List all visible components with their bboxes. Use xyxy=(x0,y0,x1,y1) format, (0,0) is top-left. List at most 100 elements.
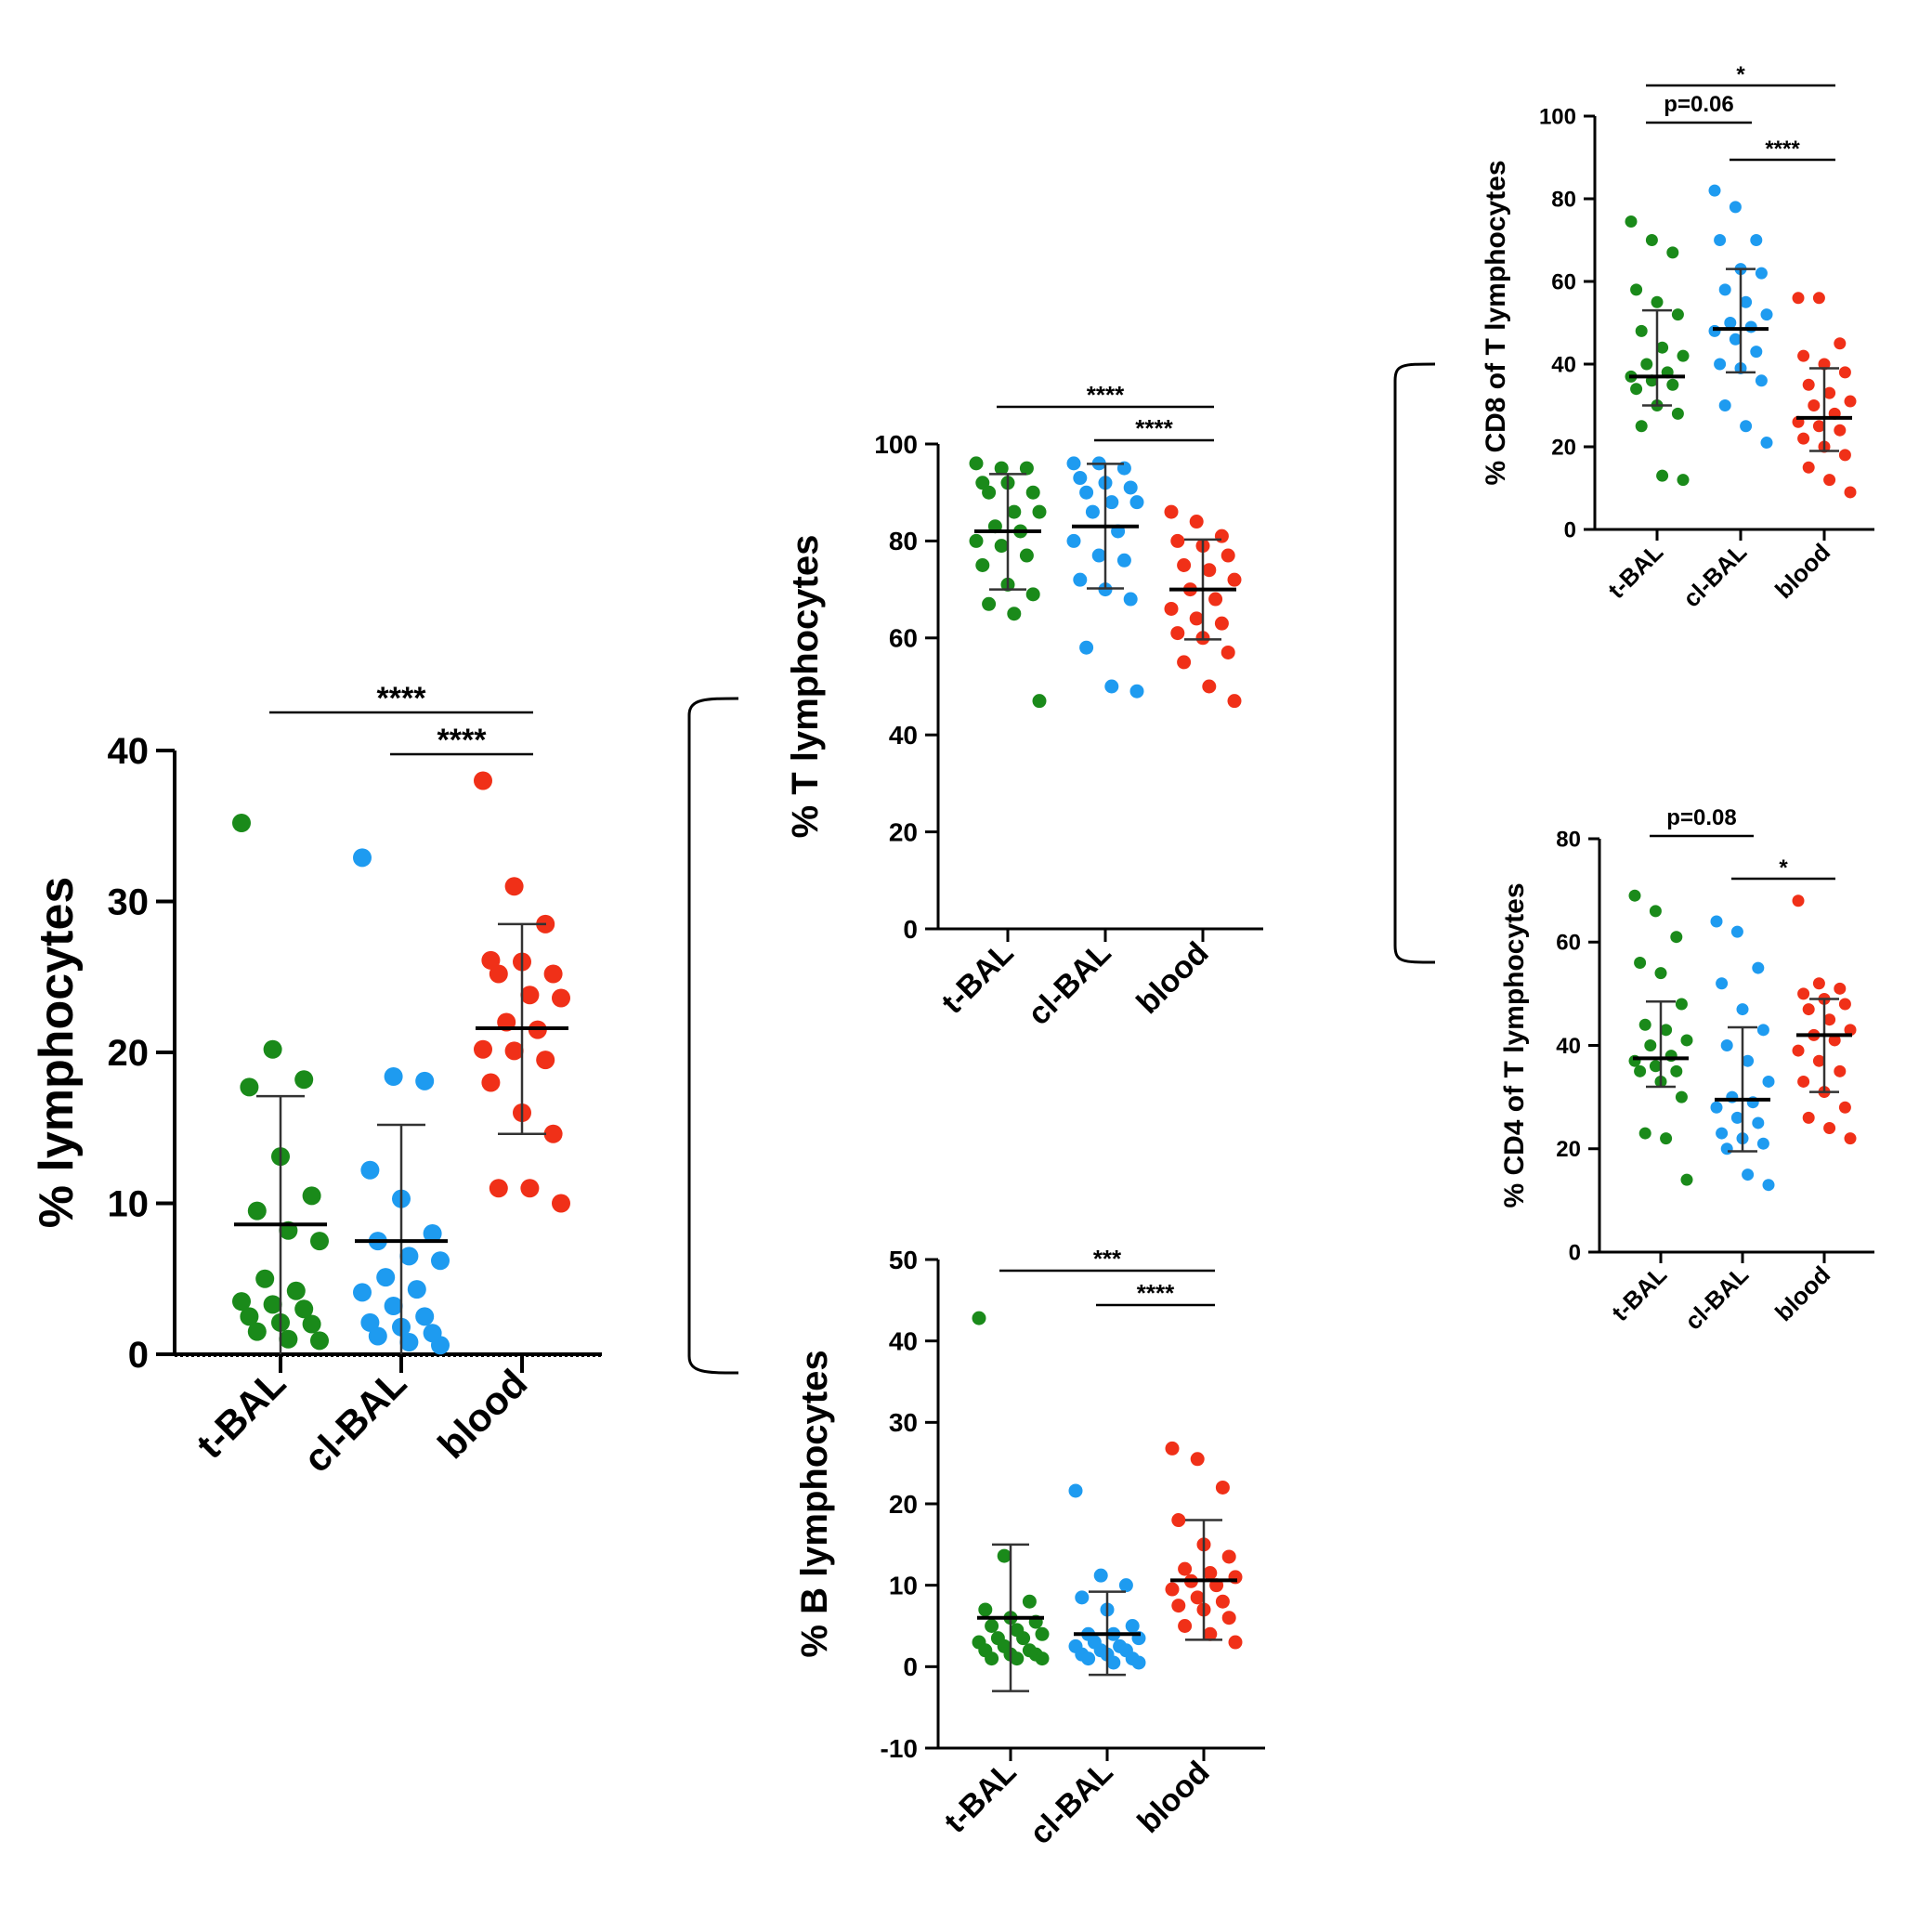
data-point xyxy=(1844,1132,1857,1145)
data-point xyxy=(1007,504,1022,519)
significance-label: **** xyxy=(1087,381,1125,409)
data-point xyxy=(520,986,540,1005)
data-point xyxy=(1823,474,1836,487)
data-point xyxy=(1752,1116,1765,1129)
data-point xyxy=(985,1651,999,1666)
data-point xyxy=(1660,1024,1673,1037)
data-point xyxy=(1170,533,1185,548)
data-point xyxy=(1007,607,1022,621)
data-point xyxy=(1022,1594,1037,1609)
bracket-lymphocytes-to-subsets xyxy=(687,697,739,1375)
y-tick-label: 20 xyxy=(1556,1137,1581,1162)
category-label: blood xyxy=(1130,1755,1216,1840)
data-point xyxy=(1221,645,1235,659)
data-point xyxy=(1718,399,1731,411)
data-point xyxy=(1666,378,1679,391)
data-point xyxy=(294,1070,314,1090)
data-point xyxy=(1755,374,1768,387)
data-point xyxy=(543,1124,563,1143)
data-point xyxy=(1762,1179,1775,1192)
data-point xyxy=(1129,684,1144,698)
category-label: cl-BAL xyxy=(1023,1755,1119,1851)
bracket-t-lymphocytes-to-cd-subsets xyxy=(1393,362,1436,964)
y-tick-label: 40 xyxy=(889,721,918,750)
data-point xyxy=(1644,1039,1657,1051)
y-tick-label: 0 xyxy=(903,915,918,944)
data-point xyxy=(1640,358,1653,371)
data-point xyxy=(1756,1024,1769,1037)
data-point xyxy=(1032,694,1047,709)
data-point xyxy=(1106,1655,1121,1670)
data-point xyxy=(1129,495,1144,510)
data-point xyxy=(1189,515,1204,529)
data-point xyxy=(1203,1626,1218,1641)
data-point xyxy=(1164,601,1179,616)
data-point xyxy=(353,1283,372,1302)
y-tick-label: 0 xyxy=(903,1652,918,1681)
data-point xyxy=(1010,1651,1025,1666)
y-tick-label: 100 xyxy=(874,430,918,459)
chart-lymph: 0 10 20 30 40 % lymphocytes t-BAL cl-BAL blood **… xyxy=(30,681,602,1481)
y-tick-label: 0 xyxy=(1569,1240,1581,1265)
data-point xyxy=(1125,1619,1140,1633)
significance-label: **** xyxy=(437,723,488,758)
data-point xyxy=(294,1299,314,1319)
significance-label: *** xyxy=(1093,1245,1122,1273)
data-point xyxy=(240,1077,259,1097)
data-point xyxy=(1649,905,1662,918)
data-point xyxy=(1671,407,1684,420)
data-point xyxy=(520,1179,540,1198)
data-point xyxy=(1227,694,1242,709)
data-point xyxy=(1714,358,1727,371)
y-tick-label: 20 xyxy=(889,817,918,846)
data-point xyxy=(481,950,501,970)
category-label: blood xyxy=(1129,935,1215,1021)
data-point xyxy=(1116,553,1131,568)
data-point xyxy=(1227,572,1242,587)
data-point xyxy=(1670,931,1683,944)
data-point xyxy=(1221,1549,1236,1564)
data-point xyxy=(1651,295,1664,308)
data-point xyxy=(552,1194,570,1213)
data-point xyxy=(1716,1127,1729,1140)
data-point xyxy=(1675,1090,1688,1103)
y-tick-label: 30 xyxy=(108,882,150,923)
data-point xyxy=(1025,485,1040,500)
data-point xyxy=(1677,474,1690,487)
significance-label: * xyxy=(1779,855,1788,881)
data-point xyxy=(1844,1024,1857,1037)
data-point xyxy=(1755,267,1768,280)
data-point xyxy=(1123,592,1138,607)
data-point xyxy=(1104,679,1119,694)
data-point xyxy=(1019,461,1034,476)
y-tick-label: 60 xyxy=(1551,269,1576,294)
data-point xyxy=(232,814,251,832)
data-point xyxy=(1123,480,1138,495)
data-point xyxy=(474,771,492,790)
data-point xyxy=(1177,655,1192,670)
data-point xyxy=(1742,1054,1755,1067)
data-point xyxy=(1797,349,1810,362)
data-point xyxy=(247,1322,267,1341)
data-point xyxy=(1164,504,1179,519)
data-point xyxy=(982,596,997,611)
y-tick-label: 10 xyxy=(889,1571,918,1599)
data-point xyxy=(415,1307,435,1326)
data-point xyxy=(1730,1111,1743,1124)
data-point xyxy=(1710,1101,1723,1114)
data-point xyxy=(474,1039,492,1059)
data-point xyxy=(552,988,570,1008)
significance-label: * xyxy=(1736,62,1745,87)
data-point xyxy=(1844,395,1857,408)
y-tick-label: 40 xyxy=(889,1326,918,1355)
data-point xyxy=(1634,1064,1647,1077)
data-point xyxy=(1104,495,1119,510)
y-tick-label: 30 xyxy=(889,1408,918,1437)
data-point xyxy=(1177,558,1192,572)
data-point xyxy=(1680,1173,1693,1186)
category-label: t-BAL xyxy=(937,1755,1023,1840)
y-tick-label: 0 xyxy=(128,1335,149,1376)
y-tick-label: 20 xyxy=(108,1033,150,1074)
data-point xyxy=(1638,1018,1651,1031)
y-tick-label: 50 xyxy=(889,1246,918,1274)
